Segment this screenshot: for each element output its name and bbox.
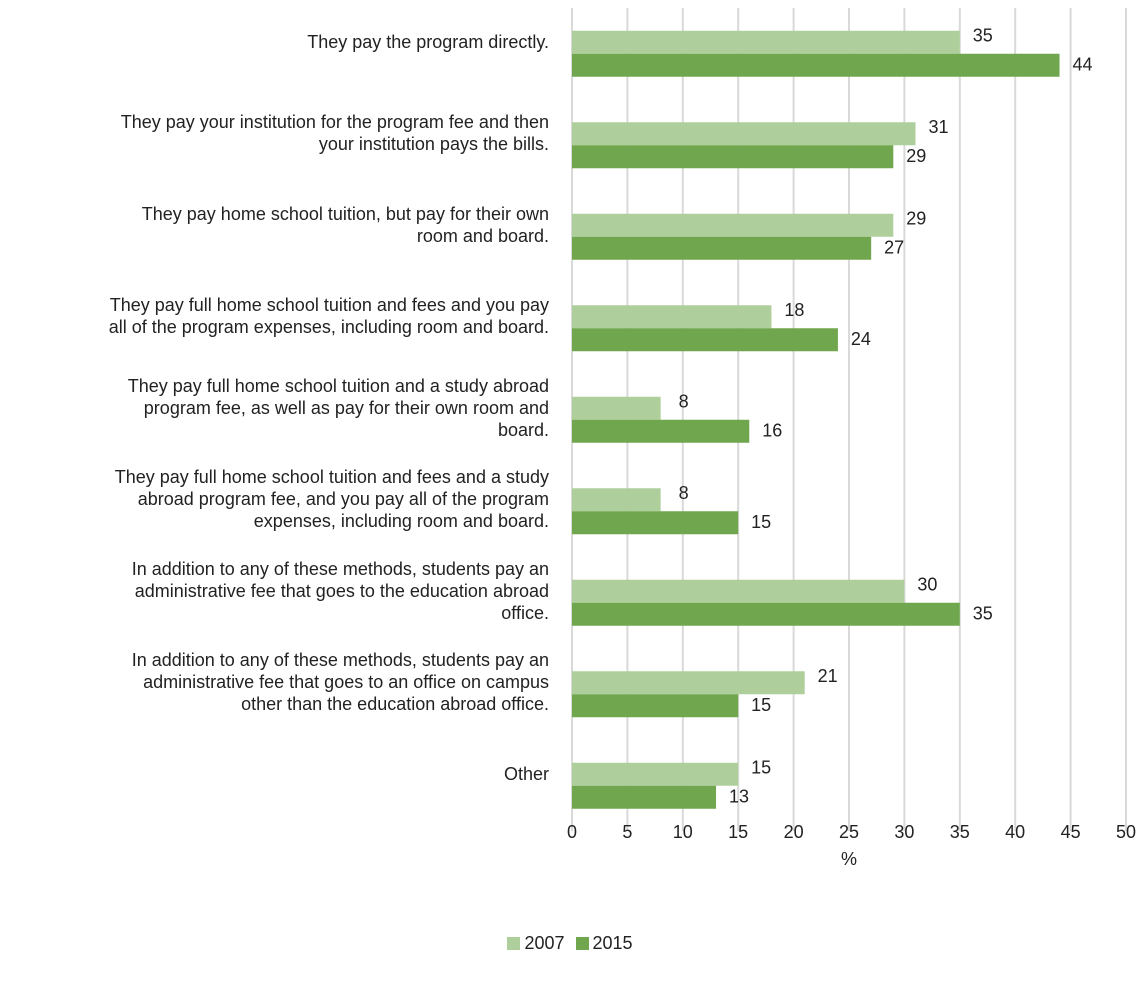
bar-2015-2 — [572, 236, 872, 260]
x-tick-labels: 0 5 10 15 20 25 30 35 40 45 50 — [567, 822, 1136, 842]
x-tick-label: 50 — [1116, 822, 1136, 842]
bar-2015-6 — [572, 602, 960, 626]
category-label-line: room and board. — [416, 225, 549, 246]
category-label-line: office. — [501, 602, 549, 623]
bar-2007-6 — [572, 579, 905, 603]
value-label-2015-8: 13 — [729, 786, 749, 806]
category-label-line: They pay full home school tuition and a … — [127, 375, 549, 396]
x-tick-label: 10 — [673, 822, 693, 842]
x-tick-label: 40 — [1005, 822, 1025, 842]
category-label: They pay the program directly. — [0, 31, 549, 53]
bar-2015-5 — [572, 511, 739, 535]
category-label-line: your institution pays the bills. — [318, 134, 549, 155]
category-label-line: They pay home school tuition, but pay fo… — [141, 203, 549, 224]
category-label-line: program fee, as well as pay for their ow… — [143, 397, 549, 418]
value-label-2007-2: 29 — [906, 208, 926, 228]
category-label-line: In addition to any of these methods, stu… — [131, 558, 549, 579]
value-label-2015-3: 24 — [851, 329, 871, 349]
value-label-2015-6: 35 — [973, 603, 993, 623]
legend-label-2015: 2015 — [592, 933, 633, 953]
bar-2007-5 — [572, 488, 661, 512]
x-axis-label: % — [841, 849, 857, 869]
category-label: They pay your institution for the progra… — [0, 111, 549, 155]
category-label-line: expenses, including room and board. — [253, 511, 549, 532]
value-label-2007-6: 30 — [917, 574, 937, 594]
x-tick-label: 20 — [784, 822, 804, 842]
category-label-line: board. — [497, 419, 549, 440]
x-tick-label: 25 — [839, 822, 859, 842]
x-tick-label: 0 — [567, 822, 577, 842]
legend-label-2007: 2007 — [524, 933, 565, 953]
legend-item-2007: 2007 — [507, 932, 564, 954]
bars — [572, 30, 1060, 809]
category-label: Other — [0, 763, 549, 785]
value-label-2007-0: 35 — [973, 25, 993, 45]
bar-2007-7 — [572, 671, 805, 695]
bar-2015-1 — [572, 145, 894, 169]
legend-swatch-2015 — [575, 936, 589, 950]
value-label-2015-5: 15 — [751, 512, 771, 532]
bar-2007-8 — [572, 762, 739, 786]
legend-item-2015: 2015 — [575, 932, 633, 954]
category-label: They pay full home school tuition and fe… — [0, 294, 549, 338]
value-label-2015-1: 29 — [906, 146, 926, 166]
value-label-2007-3: 18 — [784, 300, 804, 320]
category-label-line: other than the education abroad office. — [241, 694, 549, 715]
category-label-line: all of the program expenses, including r… — [108, 317, 549, 338]
category-label: They pay full home school tuition and a … — [0, 375, 549, 441]
category-label-line: They pay full home school tuition and fe… — [109, 295, 549, 316]
x-tick-label: 35 — [950, 822, 970, 842]
x-tick-label: 5 — [622, 822, 632, 842]
value-label-2015-2: 27 — [884, 237, 904, 257]
bar-2015-8 — [572, 785, 717, 809]
category-label: They pay home school tuition, but pay fo… — [0, 203, 549, 247]
category-label-line: administrative fee that goes to an offic… — [143, 672, 549, 693]
value-label-2007-8: 15 — [751, 757, 771, 777]
category-label-line: They pay the program directly. — [307, 31, 549, 52]
bar-2015-7 — [572, 694, 739, 718]
category-label-line: abroad program fee, and you pay all of t… — [137, 489, 549, 510]
value-label-2015-7: 15 — [751, 695, 771, 715]
value-label-2015-0: 44 — [1073, 54, 1093, 74]
category-label: In addition to any of these methods, stu… — [0, 558, 549, 624]
value-label-2015-4: 16 — [762, 420, 782, 440]
category-label-line: In addition to any of these methods, stu… — [131, 650, 549, 671]
legend: 2007 2015 — [0, 932, 1140, 955]
category-label-line: They pay full home school tuition and fe… — [114, 467, 549, 488]
bar-2015-4 — [572, 419, 750, 443]
x-tick-label: 15 — [728, 822, 748, 842]
value-label-2007-4: 8 — [679, 391, 689, 411]
category-label-line: They pay your institution for the progra… — [120, 112, 549, 133]
x-tick-label: 30 — [894, 822, 914, 842]
category-label: In addition to any of these methods, stu… — [0, 649, 549, 715]
legend-swatch-2007 — [507, 936, 521, 950]
bar-2007-1 — [572, 122, 916, 146]
bar-2007-0 — [572, 30, 960, 54]
value-label-2007-1: 31 — [928, 117, 948, 137]
x-tick-label: 45 — [1061, 822, 1081, 842]
bar-2007-3 — [572, 305, 772, 329]
category-label: They pay full home school tuition and fe… — [0, 466, 549, 532]
bar-2015-3 — [572, 328, 838, 352]
bar-2007-4 — [572, 396, 661, 420]
bar-2007-2 — [572, 213, 894, 237]
bar-2015-0 — [572, 53, 1060, 77]
value-label-2007-7: 21 — [818, 666, 838, 686]
category-label-line: administrative fee that goes to the educ… — [134, 580, 549, 601]
category-label-line: Other — [503, 763, 549, 784]
value-label-2007-5: 8 — [679, 483, 689, 503]
